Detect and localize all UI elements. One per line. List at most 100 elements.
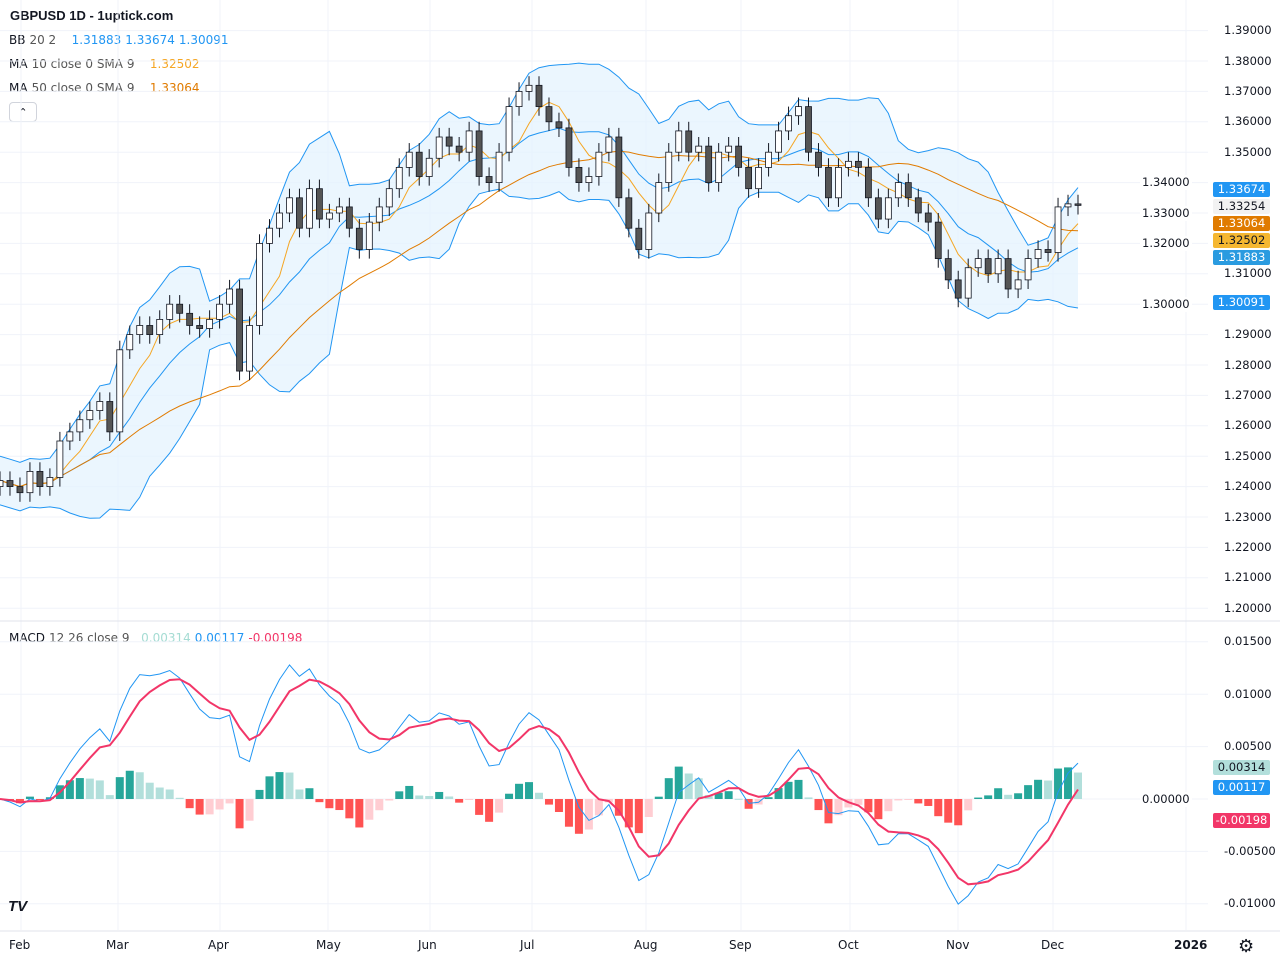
candle-body: [1064, 203, 1072, 208]
macd-histogram-bar: [834, 799, 843, 816]
macd-histogram-bar: [714, 792, 723, 799]
time-axis-label: Mar: [106, 938, 129, 952]
candle-body: [1054, 206, 1062, 253]
candle-body: [725, 145, 733, 153]
macd-tick-label: -0.01000: [1224, 896, 1276, 911]
candle-body: [645, 212, 653, 250]
macd-histogram-bar: [135, 772, 144, 799]
candle-body: [974, 258, 982, 269]
candle-body: [815, 151, 822, 168]
candle-body: [705, 145, 713, 183]
candle-body: [236, 288, 243, 372]
macd-histogram-bar: [1044, 780, 1053, 799]
time-axis-label: Apr: [208, 938, 229, 952]
legend-bb[interactable]: BB 20 2 1.31883 1.33674 1.30091: [9, 33, 233, 47]
candle-body: [944, 258, 952, 281]
candle-body: [964, 267, 972, 299]
price-tick-label: 1.36000: [1224, 114, 1272, 129]
price-tick-label: 1.32000: [1140, 235, 1192, 251]
candle-body: [176, 303, 184, 314]
candle-body: [1044, 249, 1052, 253]
candle-body: [325, 212, 333, 220]
price-tag: 1.32502: [1213, 233, 1270, 248]
macd-histogram-bar: [674, 766, 683, 799]
macd-histogram-bar: [974, 797, 983, 799]
candle-body: [525, 84, 533, 92]
price-tick-label: 1.30000: [1140, 296, 1192, 312]
macd-tick-label: 0.01000: [1224, 686, 1272, 701]
tradingview-logo[interactable]: TV: [8, 898, 28, 915]
candle-body: [545, 106, 553, 123]
macd-histogram-bar: [95, 780, 104, 799]
candle-body: [435, 136, 443, 159]
macd-histogram-bar: [465, 799, 474, 800]
candle-body: [156, 318, 164, 335]
macd-histogram-bar: [515, 783, 524, 799]
macd-histogram-bar: [884, 799, 893, 812]
macd-histogram-bar: [814, 799, 823, 811]
candle-body: [66, 431, 74, 442]
macd-histogram-bar: [614, 799, 623, 816]
price-tick-label: 1.33000: [1140, 205, 1192, 221]
macd-histogram-bar: [1024, 785, 1033, 799]
price-tick-label: 1.39000: [1224, 23, 1272, 38]
macd-histogram-bar: [554, 799, 563, 812]
macd-histogram-bar: [764, 797, 773, 799]
candle-body: [535, 84, 543, 108]
macd-histogram-bar: [954, 799, 963, 826]
time-axis-label: Nov: [946, 938, 970, 952]
macd-histogram-bar: [724, 791, 733, 799]
macd-histogram-bar: [944, 799, 953, 823]
macd-histogram-bar: [115, 777, 124, 799]
candle-body: [555, 121, 563, 129]
macd-histogram-bar: [305, 788, 314, 799]
gear-icon[interactable]: ⚙: [1238, 936, 1255, 956]
macd-histogram-bar: [315, 799, 324, 803]
candle-body: [864, 166, 872, 199]
price-tag: 1.33254: [1213, 199, 1270, 214]
price-tick-label: 1.34000: [1140, 175, 1192, 191]
macd-histogram-bar: [425, 795, 434, 799]
macd-histogram-bar: [225, 799, 234, 804]
candle-body: [395, 166, 403, 190]
candle-body: [954, 279, 962, 299]
macd-histogram-bar: [85, 778, 94, 799]
price-tick-label: 1.38000: [1224, 53, 1272, 68]
price-tick-label: 1.22000: [1224, 539, 1272, 554]
candle-body: [914, 197, 922, 214]
candle-body: [56, 440, 64, 478]
bb-params: 20 2: [29, 33, 57, 47]
macd-histogram-bar: [455, 799, 464, 803]
macd-line: [0, 664, 1079, 905]
chevron-up-icon: ⌃: [18, 107, 28, 119]
macd-histogram-bar: [694, 778, 703, 799]
macd-histogram-bar: [205, 799, 214, 815]
candle-body: [166, 303, 174, 320]
macd-histogram-bar: [75, 778, 84, 799]
macd-histogram-bar: [1054, 768, 1063, 799]
macd-histogram-bar: [544, 799, 553, 805]
macd-histogram-bar: [65, 780, 74, 799]
macd-histogram-bar: [854, 799, 863, 805]
macd-histogram-bar: [594, 799, 603, 816]
candle-body: [675, 130, 683, 153]
candle-body: [775, 130, 782, 153]
candle-body: [825, 166, 832, 199]
candle-body: [465, 130, 473, 153]
candle-body: [685, 130, 693, 153]
macd-histogram-bar: [15, 799, 24, 804]
candle-body: [266, 227, 273, 244]
macd-histogram-bar: [784, 781, 793, 799]
time-axis-label: Dec: [1041, 938, 1065, 952]
macd-histogram-bar: [894, 799, 903, 801]
candle-body: [745, 166, 753, 190]
candle-body: [835, 166, 842, 199]
candle-body: [276, 212, 283, 229]
time-axis-label: May: [316, 938, 341, 952]
price-tag: 1.31883: [1213, 250, 1270, 265]
price-tick-label: 1.27000: [1224, 387, 1272, 402]
macd-histogram-bar: [285, 772, 294, 799]
macd-histogram-bar: [874, 799, 883, 820]
candle-body: [196, 325, 204, 329]
